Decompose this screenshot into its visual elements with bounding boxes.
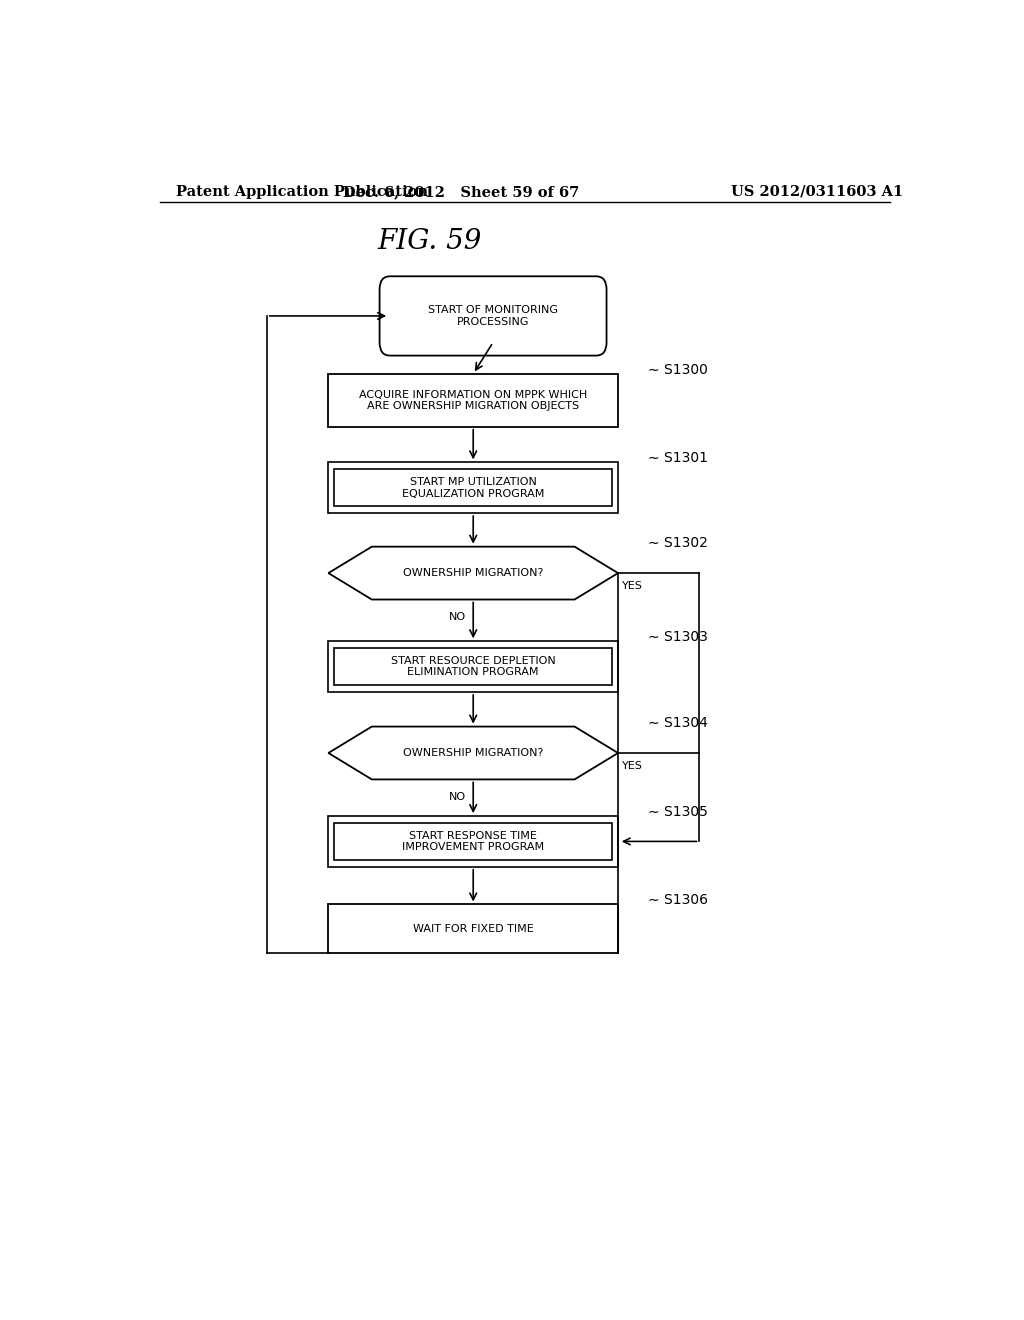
Text: Patent Application Publication: Patent Application Publication xyxy=(176,185,428,199)
Bar xyxy=(334,648,612,685)
Text: ACQUIRE INFORMATION ON MPPK WHICH
ARE OWNERSHIP MIGRATION OBJECTS: ACQUIRE INFORMATION ON MPPK WHICH ARE OW… xyxy=(359,389,588,411)
Text: FIG. 59: FIG. 59 xyxy=(378,228,481,255)
Bar xyxy=(329,642,618,692)
Bar xyxy=(329,374,618,426)
FancyBboxPatch shape xyxy=(380,276,606,355)
Polygon shape xyxy=(329,726,618,779)
Text: YES: YES xyxy=(622,581,643,591)
Text: ∼ S1302: ∼ S1302 xyxy=(648,536,708,549)
Text: START OF MONITORING
PROCESSING: START OF MONITORING PROCESSING xyxy=(428,305,558,327)
Text: WAIT FOR FIXED TIME: WAIT FOR FIXED TIME xyxy=(413,924,534,933)
Text: ∼ S1306: ∼ S1306 xyxy=(648,894,709,907)
Text: ∼ S1305: ∼ S1305 xyxy=(648,805,708,818)
Text: Dec. 6, 2012   Sheet 59 of 67: Dec. 6, 2012 Sheet 59 of 67 xyxy=(343,185,580,199)
Text: OWNERSHIP MIGRATION?: OWNERSHIP MIGRATION? xyxy=(403,568,544,578)
Bar xyxy=(329,462,618,513)
Text: US 2012/0311603 A1: US 2012/0311603 A1 xyxy=(731,185,903,199)
Text: ∼ S1303: ∼ S1303 xyxy=(648,630,708,644)
Bar xyxy=(334,824,612,859)
Bar xyxy=(329,816,618,867)
Text: START RESPONSE TIME
IMPROVEMENT PROGRAM: START RESPONSE TIME IMPROVEMENT PROGRAM xyxy=(402,830,545,853)
Polygon shape xyxy=(329,546,618,599)
Text: YES: YES xyxy=(622,762,643,771)
Text: START MP UTILIZATION
EQUALIZATION PROGRAM: START MP UTILIZATION EQUALIZATION PROGRA… xyxy=(402,477,545,499)
Bar xyxy=(329,904,618,953)
Text: ∼ S1304: ∼ S1304 xyxy=(648,715,708,730)
Bar xyxy=(334,470,612,506)
Text: ∼ S1301: ∼ S1301 xyxy=(648,451,709,465)
Text: NO: NO xyxy=(449,611,466,622)
Text: START RESOURCE DEPLETION
ELIMINATION PROGRAM: START RESOURCE DEPLETION ELIMINATION PRO… xyxy=(391,656,556,677)
Text: OWNERSHIP MIGRATION?: OWNERSHIP MIGRATION? xyxy=(403,748,544,758)
Text: NO: NO xyxy=(449,792,466,801)
Text: ∼ S1300: ∼ S1300 xyxy=(648,363,708,376)
